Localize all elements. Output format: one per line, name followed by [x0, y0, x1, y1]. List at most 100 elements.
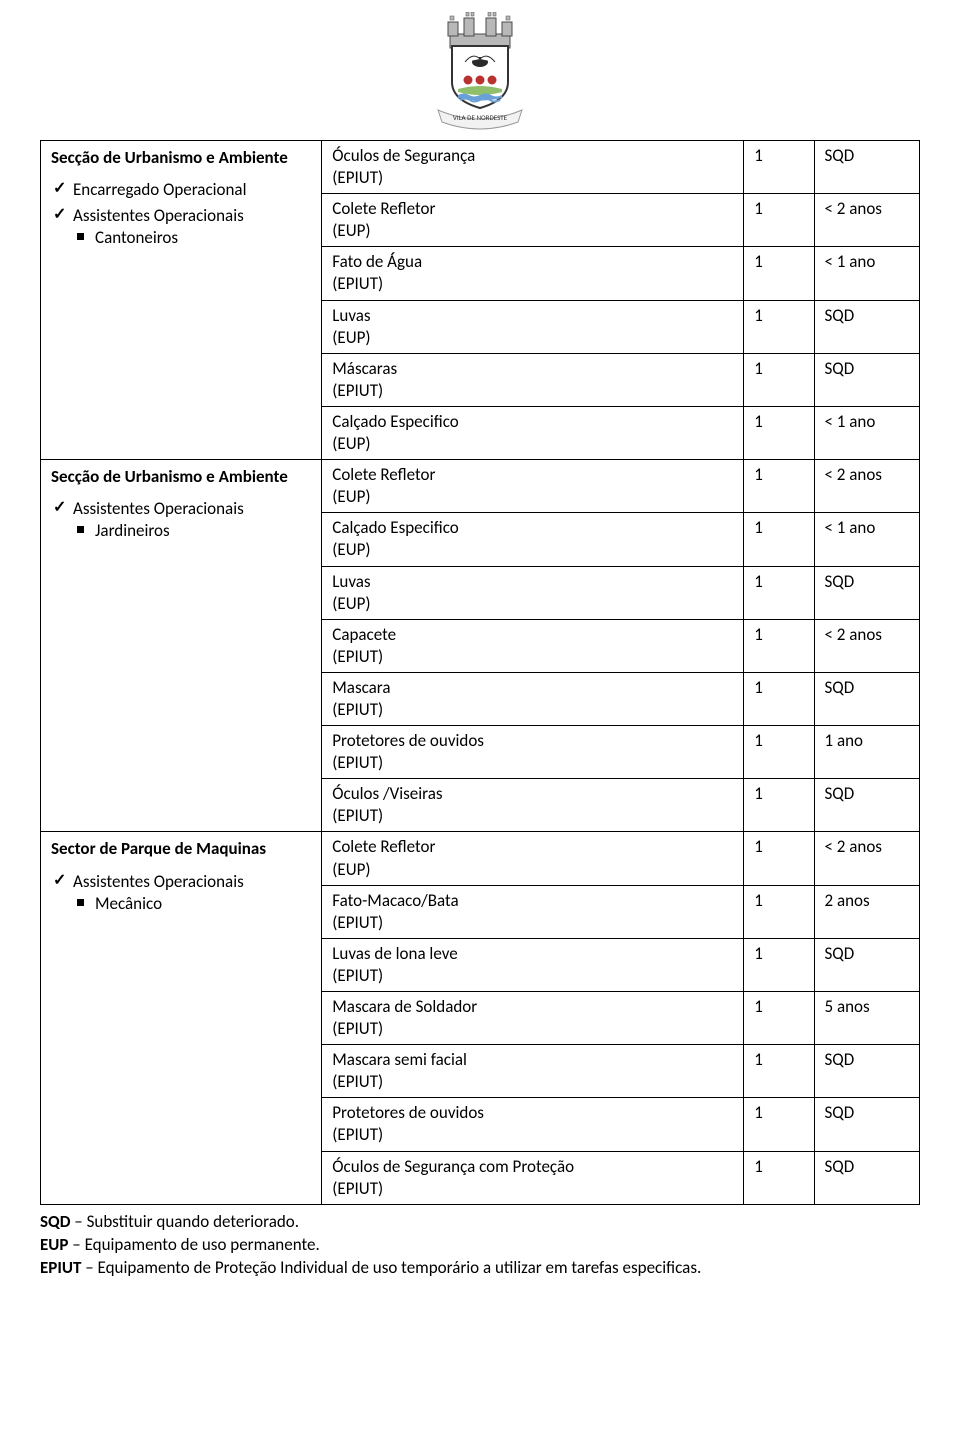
item-cell: Luvas de lona leve(EPIUT): [322, 938, 744, 991]
role-label: Assistentes Operacionais: [73, 205, 244, 226]
item-cell: Máscaras(EPIUT): [322, 353, 744, 406]
item-paren: (EPIUT): [332, 1124, 735, 1146]
role-list: Assistentes OperacionaisMecânico: [51, 871, 313, 915]
legend-abbrev: EUP: [40, 1234, 68, 1255]
item-name: Mascara: [332, 677, 735, 699]
role-subitem: Mecânico: [95, 893, 313, 915]
item-paren: (EPIUT): [332, 805, 735, 827]
item-cell: Mascara de Soldador(EPIUT): [322, 992, 744, 1045]
role-item: Assistentes OperacionaisMecânico: [73, 871, 313, 915]
item-paren: (EPIUT): [332, 752, 735, 774]
freq-cell: SQD: [814, 353, 920, 406]
item-name: Fato de Água: [332, 251, 735, 273]
legend-line: EUP – Equipamento de uso permanente.: [40, 1234, 920, 1257]
freq-cell: SQD: [814, 1045, 920, 1098]
qty-cell: 1: [744, 141, 814, 194]
item-cell: Fato de Água(EPIUT): [322, 247, 744, 300]
item-paren: (EPIUT): [332, 912, 735, 934]
freq-cell: SQD: [814, 300, 920, 353]
role-subitem: Jardineiros: [95, 520, 313, 542]
freq-cell: SQD: [814, 1151, 920, 1204]
legend-text: – Substituir quando deteriorado.: [70, 1211, 299, 1232]
item-name: Protetores de ouvidos: [332, 1102, 735, 1124]
freq-cell: 2 anos: [814, 885, 920, 938]
role-sublist: Mecânico: [73, 893, 313, 915]
freq-cell: < 2 anos: [814, 460, 920, 513]
crest: VILA DE NORDESTE: [40, 12, 920, 132]
item-name: Óculos de Segurança com Proteção: [332, 1156, 735, 1178]
item-paren: (EUP): [332, 433, 735, 455]
legend-abbrev: EPIUT: [40, 1257, 81, 1278]
item-name: Calçado Especifico: [332, 517, 735, 539]
item-cell: Calçado Especifico(EUP): [322, 513, 744, 566]
qty-cell: 1: [744, 406, 814, 459]
legend-line: EPIUT – Equipamento de Proteção Individu…: [40, 1257, 920, 1280]
role-item: Encarregado Operacional: [73, 179, 313, 201]
legend-text: – Equipamento de Proteção Individual de …: [81, 1257, 701, 1278]
item-cell: Fato-Macaco/Bata(EPIUT): [322, 885, 744, 938]
qty-cell: 1: [744, 672, 814, 725]
item-name: Óculos /Viseiras: [332, 783, 735, 805]
crest-wall: [448, 12, 512, 48]
freq-cell: SQD: [814, 672, 920, 725]
legend: SQD – Substituir quando deteriorado.EUP …: [40, 1211, 920, 1280]
item-paren: (EPIUT): [332, 646, 735, 668]
section-cell: Secção de Urbanismo e AmbienteAssistente…: [41, 460, 322, 832]
item-cell: Colete Refletor(EUP): [322, 832, 744, 885]
freq-cell: 1 ano: [814, 726, 920, 779]
table-row: Sector de Parque de MaquinasAssistentes …: [41, 832, 920, 885]
crest-flowers: [464, 76, 497, 85]
item-paren: (EPIUT): [332, 167, 735, 189]
legend-line: SQD – Substituir quando deteriorado.: [40, 1211, 920, 1234]
section-title: Sector de Parque de Maquinas: [51, 838, 313, 860]
freq-cell: SQD: [814, 779, 920, 832]
qty-cell: 1: [744, 992, 814, 1045]
qty-cell: 1: [744, 619, 814, 672]
item-name: Colete Refletor: [332, 836, 735, 858]
role-label: Assistentes Operacionais: [73, 871, 244, 892]
section-cell: Sector de Parque de Maquinas Assistentes …: [41, 832, 322, 1204]
table-row: Secção de Urbanismo e AmbienteEncarregad…: [41, 141, 920, 194]
epi-table: Secção de Urbanismo e AmbienteEncarregad…: [40, 140, 920, 1205]
item-paren: (EUP): [332, 539, 735, 561]
role-list: Assistentes OperacionaisJardineiros: [51, 498, 313, 542]
item-cell: Capacete(EPIUT): [322, 619, 744, 672]
item-name: Luvas: [332, 305, 735, 327]
item-name: Mascara de Soldador: [332, 996, 735, 1018]
item-cell: Mascara(EPIUT): [322, 672, 744, 725]
freq-cell: < 2 anos: [814, 832, 920, 885]
item-name: Calçado Especifico: [332, 411, 735, 433]
item-name: Fato-Macaco/Bata: [332, 890, 735, 912]
item-cell: Calçado Especifico(EUP): [322, 406, 744, 459]
qty-cell: 1: [744, 353, 814, 406]
item-name: Luvas de lona leve: [332, 943, 735, 965]
item-paren: (EUP): [332, 593, 735, 615]
item-paren: (EPIUT): [332, 965, 735, 987]
qty-cell: 1: [744, 832, 814, 885]
role-item: Assistentes OperacionaisJardineiros: [73, 498, 313, 542]
item-cell: Luvas(EUP): [322, 566, 744, 619]
section-cell: Secção de Urbanismo e AmbienteEncarregad…: [41, 141, 322, 460]
freq-cell: 5 anos: [814, 992, 920, 1045]
legend-abbrev: SQD: [40, 1211, 70, 1232]
qty-cell: 1: [744, 938, 814, 991]
item-name: Óculos de Segurança: [332, 145, 735, 167]
freq-cell: SQD: [814, 1098, 920, 1151]
legend-text: – Equipamento de uso permanente.: [68, 1234, 319, 1255]
qty-cell: 1: [744, 779, 814, 832]
item-paren: (EPIUT): [332, 1071, 735, 1093]
qty-cell: 1: [744, 1098, 814, 1151]
item-cell: Colete Refletor(EUP): [322, 460, 744, 513]
role-item: Assistentes OperacionaisCantoneiros: [73, 205, 313, 249]
item-name: Mascara semi facial: [332, 1049, 735, 1071]
item-name: Colete Refletor: [332, 198, 735, 220]
item-name: Capacete: [332, 624, 735, 646]
freq-cell: < 1 ano: [814, 247, 920, 300]
role-label: Assistentes Operacionais: [73, 498, 244, 519]
item-cell: Óculos /Viseiras(EPIUT): [322, 779, 744, 832]
qty-cell: 1: [744, 1151, 814, 1204]
item-cell: Óculos de Segurança(EPIUT): [322, 141, 744, 194]
item-paren: (EUP): [332, 859, 735, 881]
freq-cell: SQD: [814, 938, 920, 991]
item-name: Luvas: [332, 571, 735, 593]
